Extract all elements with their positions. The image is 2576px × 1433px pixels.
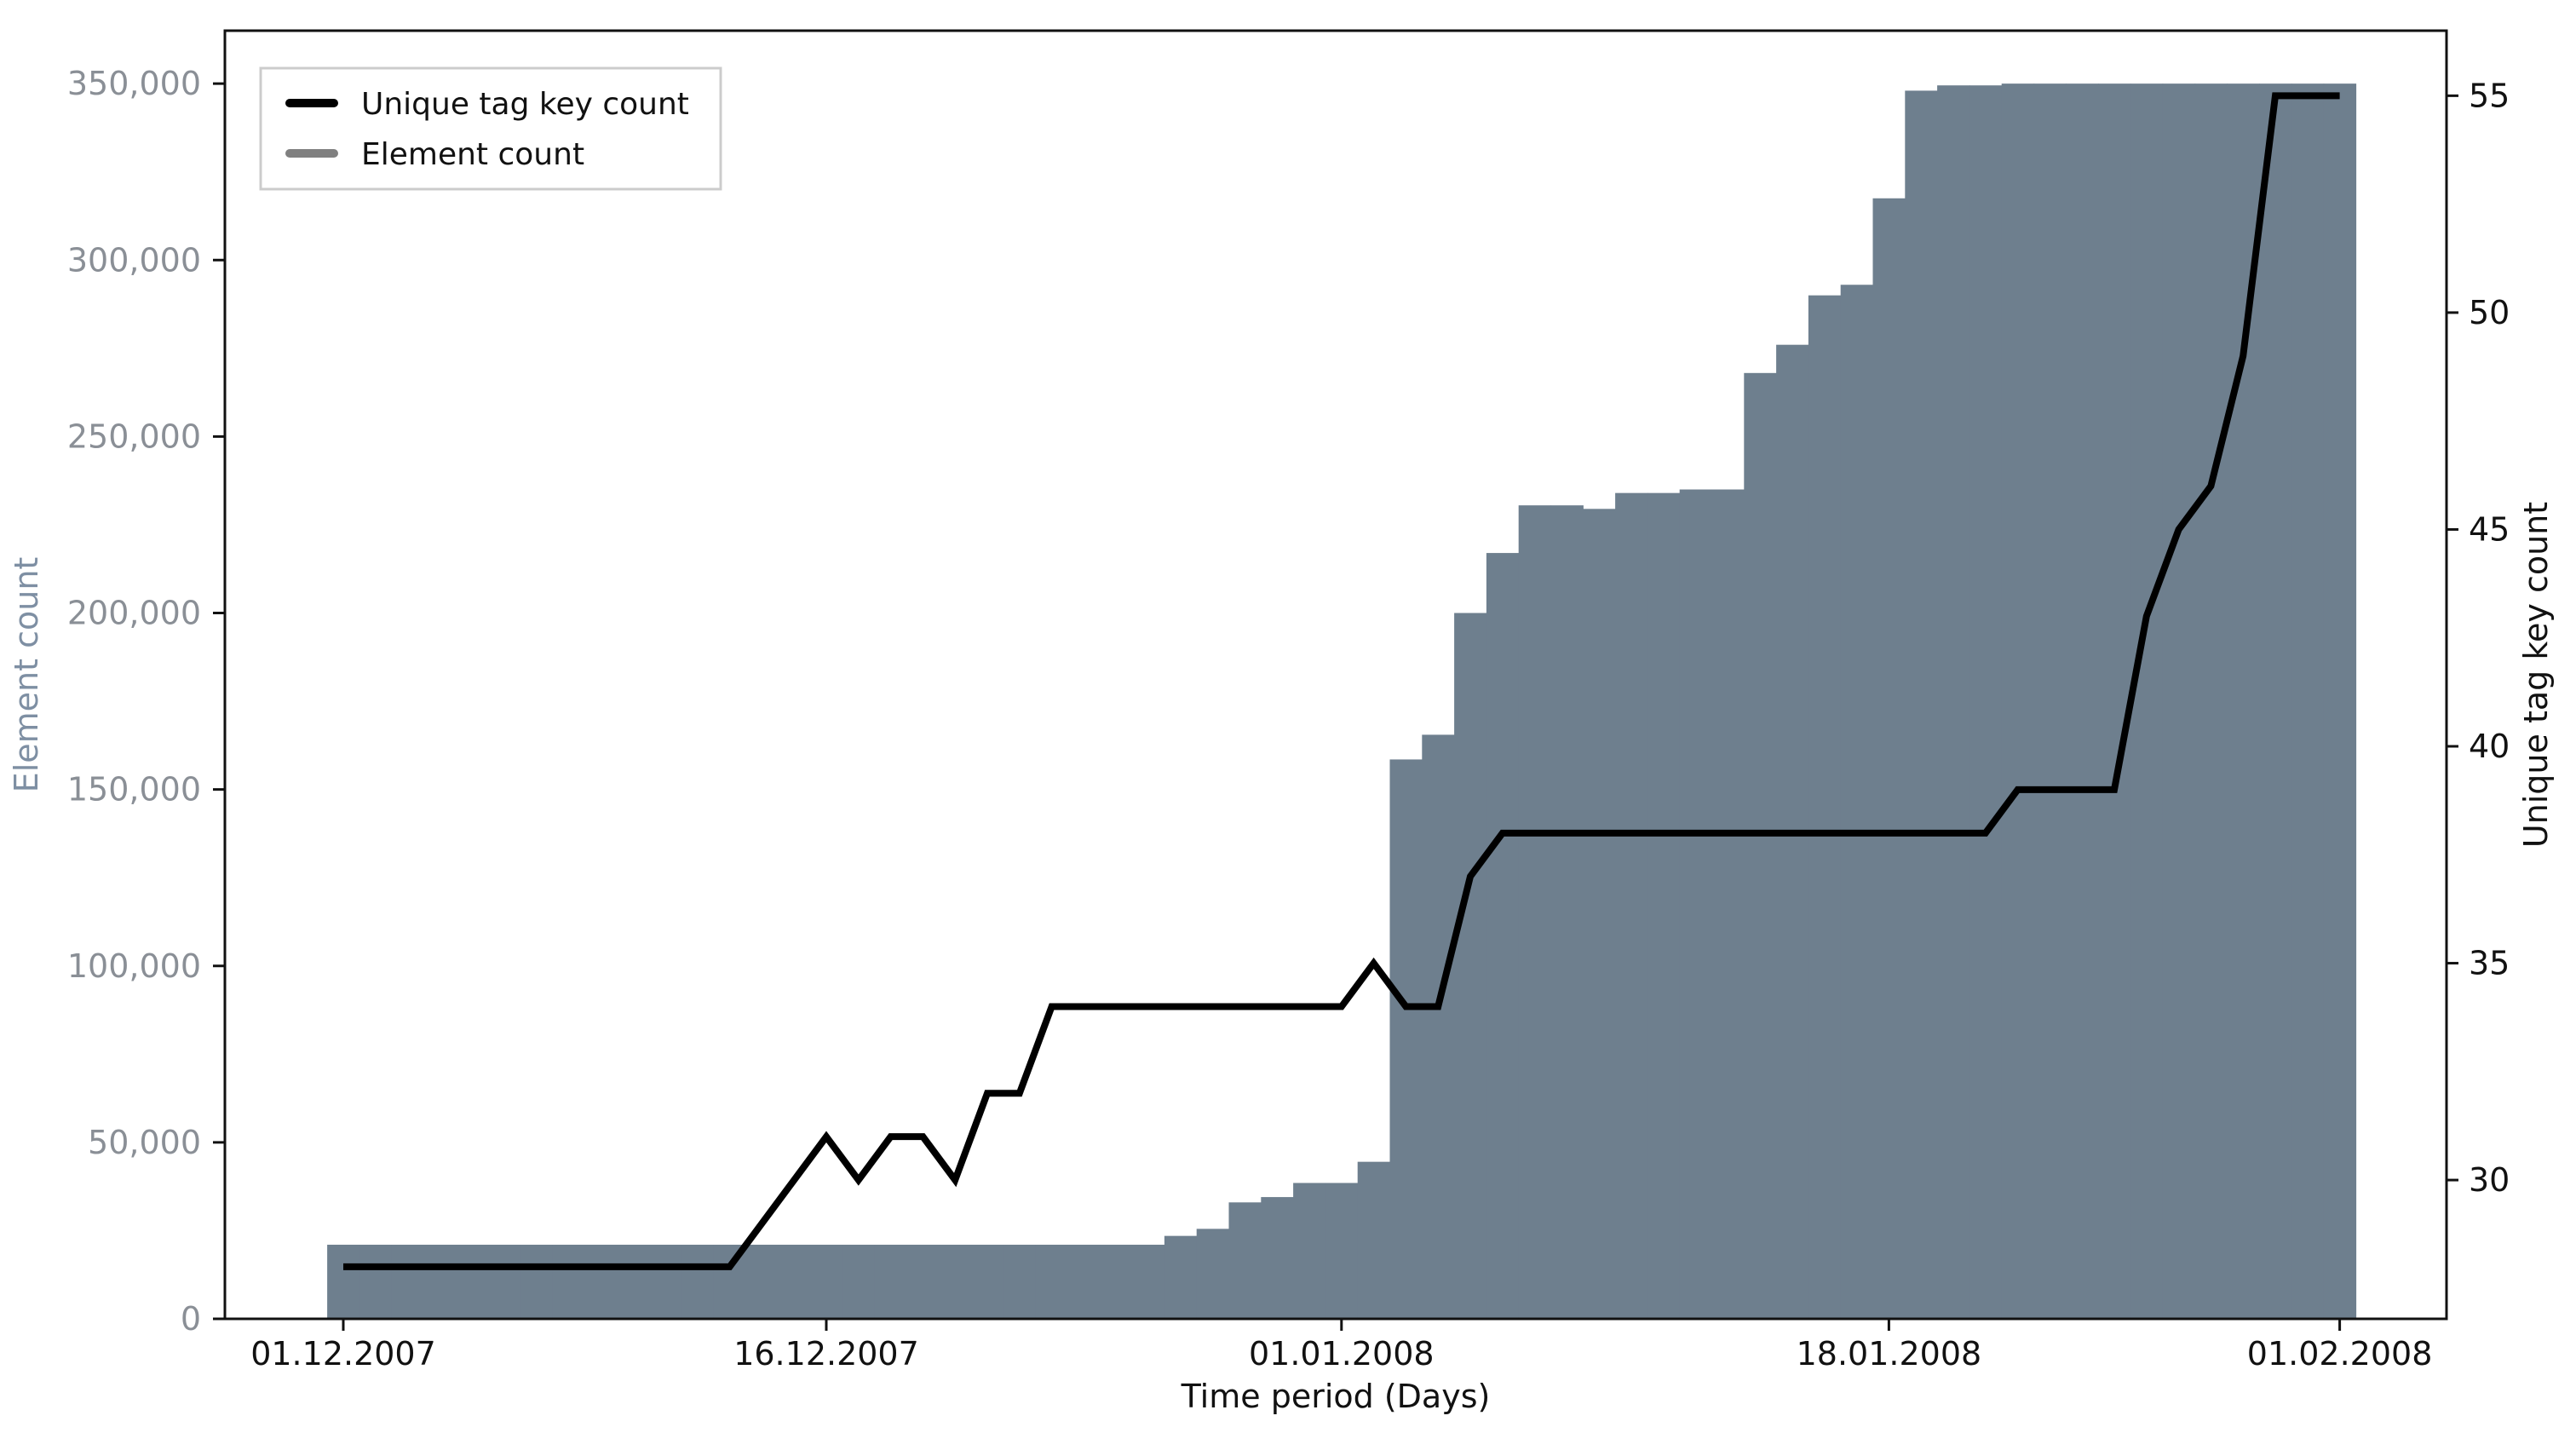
element-count-bar — [1293, 1183, 1326, 1319]
y-left-tick-label: 50,000 — [88, 1124, 201, 1161]
element-count-bar — [906, 1245, 940, 1319]
element-count-bar — [1035, 1245, 1069, 1319]
element-count-bar — [971, 1245, 1004, 1319]
element-count-bar — [1744, 372, 1777, 1319]
element-count-bar — [1905, 90, 1938, 1319]
element-count-bar — [1003, 1245, 1037, 1319]
element-count-bar — [1937, 85, 1970, 1320]
y-left-tick-label: 350,000 — [67, 65, 201, 102]
y-left-tick-label: 100,000 — [67, 947, 201, 985]
element-count-bar — [2001, 83, 2035, 1319]
y-right-tick-label: 55 — [2469, 77, 2510, 114]
y-right-tick-label: 35 — [2469, 945, 2510, 982]
element-count-bar — [745, 1245, 779, 1319]
element-count-bar — [2323, 83, 2357, 1319]
element-count-bar — [584, 1245, 618, 1319]
y-right-tick-label: 40 — [2469, 728, 2510, 765]
element-count-bar — [359, 1245, 393, 1319]
element-count-bars — [327, 83, 2357, 1320]
element-count-bar — [1969, 85, 2003, 1320]
element-count-bar — [1389, 759, 1423, 1319]
x-tick-label: 01.12.2007 — [250, 1335, 436, 1373]
element-count-bar — [1615, 492, 1648, 1319]
y-right-tick-label: 30 — [2469, 1161, 2510, 1199]
x-tick-label: 18.01.2008 — [1797, 1335, 1982, 1373]
element-count-bar — [2291, 83, 2325, 1319]
element-count-bar — [1100, 1245, 1133, 1319]
y-left-tick-label: 300,000 — [67, 241, 201, 279]
left-axis: 0 50,000 100,000 150,000 200,000 250,000 300,0… — [67, 65, 225, 1338]
element-count-bar — [1132, 1245, 1165, 1319]
element-count-bar — [649, 1245, 682, 1319]
y-left-tick-label: 200,000 — [67, 595, 201, 632]
element-count-bar — [1486, 553, 1520, 1319]
element-count-bar — [2259, 83, 2292, 1319]
tag-key-line-layer — [343, 92, 2340, 1270]
element-count-bar — [810, 1245, 843, 1319]
element-count-bar — [874, 1245, 908, 1319]
element-count-bar — [1647, 492, 1681, 1319]
element-count-bar — [681, 1245, 715, 1319]
element-count-bar — [1679, 489, 1713, 1319]
element-count-bar — [2066, 83, 2099, 1319]
element-count-bar — [456, 1245, 489, 1319]
y-left-tick-label: 250,000 — [67, 417, 201, 455]
plot-frame — [223, 29, 2448, 1321]
x-tick-label: 16.12.2007 — [733, 1335, 919, 1373]
element-count-bar — [1228, 1202, 1262, 1319]
element-count-bar — [2162, 83, 2196, 1319]
element-count-bar — [488, 1245, 521, 1319]
element-count-bar — [391, 1245, 425, 1319]
y-right-tick-label: 50 — [2469, 294, 2510, 331]
legend: Unique tag key count Element count — [259, 66, 722, 191]
element-count-bar — [423, 1245, 457, 1319]
x-tick-label: 01.01.2008 — [1249, 1335, 1435, 1373]
x-axis: 01.12.2007 16.12.2007 01.01.2008 18.01.2008… — [250, 1319, 2432, 1373]
element-count-bar — [552, 1245, 586, 1319]
legend-entry-bar: Element count — [361, 137, 584, 172]
legend-entry-line: Unique tag key count — [361, 87, 689, 122]
element-count-bar — [1164, 1235, 1198, 1319]
element-count-bar — [1583, 509, 1616, 1319]
element-count-bar — [1872, 198, 1906, 1319]
y-right-tick-label: 45 — [2469, 510, 2510, 548]
element-count-bar — [520, 1245, 554, 1319]
element-count-bar — [1422, 734, 1455, 1319]
element-count-bar — [1196, 1229, 1230, 1319]
y-axis-right-label: Unique tag key count — [2517, 502, 2555, 848]
unique-tag-key-line — [343, 92, 2340, 1270]
element-count-bar — [1325, 1183, 1359, 1319]
element-count-bar — [617, 1245, 650, 1319]
element-count-bar — [1711, 489, 1745, 1319]
legend-box — [259, 66, 722, 191]
element-count-bar — [939, 1245, 972, 1319]
element-count-bar — [1261, 1197, 1294, 1319]
element-count-bar — [778, 1245, 811, 1319]
x-tick-label: 01.02.2008 — [2247, 1335, 2433, 1373]
element-count-bar — [1518, 505, 1552, 1319]
element-count-bar — [327, 1245, 360, 1319]
right-axis: 30 35 40 45 50 55 — [2447, 77, 2510, 1199]
element-count-bar — [842, 1245, 876, 1319]
x-axis-label: Time period (Days) — [1181, 1378, 1491, 1415]
element-count-bar — [1808, 295, 1842, 1320]
element-count-bar — [2033, 83, 2067, 1319]
element-count-bar — [2098, 83, 2131, 1319]
y-left-tick-label: 150,000 — [67, 771, 201, 809]
element-count-bar — [1550, 505, 1584, 1319]
element-count-bar — [2194, 83, 2228, 1319]
element-count-bar — [1067, 1245, 1101, 1319]
element-count-bar — [1454, 613, 1487, 1319]
element-count-bar — [1357, 1161, 1391, 1319]
element-count-bar — [1840, 285, 1874, 1319]
y-left-tick-label: 0 — [181, 1300, 201, 1338]
element-count-bar — [2130, 83, 2164, 1319]
y-axis-left-label: Element count — [8, 557, 45, 793]
